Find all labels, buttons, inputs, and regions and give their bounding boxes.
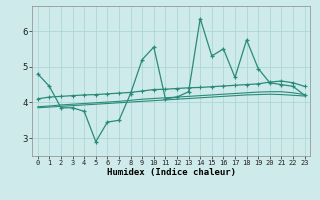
X-axis label: Humidex (Indice chaleur): Humidex (Indice chaleur): [107, 168, 236, 177]
